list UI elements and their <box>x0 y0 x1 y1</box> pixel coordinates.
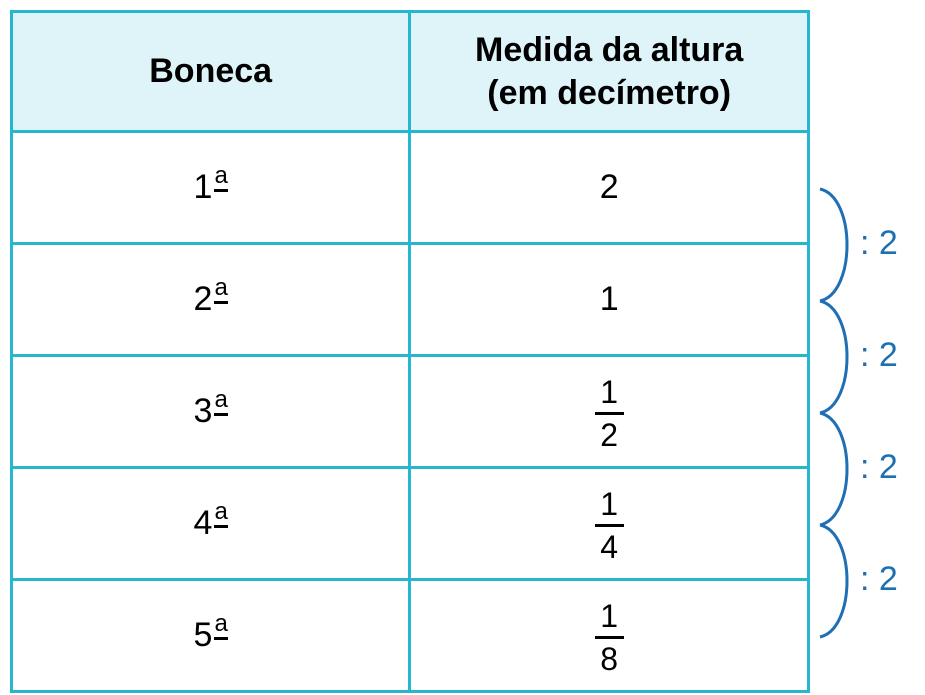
table-row: 2a 1 <box>12 244 809 356</box>
fraction-bar <box>595 412 624 415</box>
cell-boneca: 1a <box>12 132 410 244</box>
value-fraction: 12 <box>595 376 624 451</box>
divide-label: : 2 <box>860 448 898 487</box>
ordinal-number: 4 <box>194 506 213 540</box>
fraction-denominator: 8 <box>600 643 618 675</box>
ordinal-number: 5 <box>194 618 213 652</box>
ordinal: 3a <box>194 394 228 428</box>
fraction-bar <box>595 636 624 639</box>
header-medida-line2: (em decímetro) <box>487 74 731 112</box>
divide-label: : 2 <box>860 560 898 599</box>
fraction-bar <box>595 524 624 527</box>
table-row: 1a 2 <box>12 132 809 244</box>
ordinal-number: 1 <box>194 170 213 204</box>
value-fraction: 14 <box>595 488 624 563</box>
canvas: Boneca Medida da altura (em decímetro) 1… <box>0 0 925 695</box>
fraction-numerator: 1 <box>600 376 618 408</box>
fraction-denominator: 2 <box>600 419 618 451</box>
ordinal: 4a <box>194 506 228 540</box>
cell-boneca: 3a <box>12 356 410 468</box>
value-fraction: 18 <box>595 600 624 675</box>
table-row: 3a12 <box>12 356 809 468</box>
cell-medida: 2 <box>410 132 809 244</box>
header-boneca: Boneca <box>12 12 410 132</box>
cell-medida: 12 <box>410 356 809 468</box>
value-int: 1 <box>600 280 619 318</box>
table-header-row: Boneca Medida da altura (em decímetro) <box>12 12 809 132</box>
table-row: 5a18 <box>12 580 809 692</box>
ordinal-suffix: a <box>214 612 227 640</box>
table-row: 4a14 <box>12 468 809 580</box>
cell-medida: 14 <box>410 468 809 580</box>
fraction-numerator: 1 <box>600 488 618 520</box>
ordinal-suffix: a <box>214 276 227 304</box>
ordinal-suffix: a <box>214 388 227 416</box>
value-int: 2 <box>600 168 619 206</box>
divide-label: : 2 <box>860 224 898 263</box>
cell-medida: 1 <box>410 244 809 356</box>
cell-boneca: 5a <box>12 580 410 692</box>
cell-boneca: 2a <box>12 244 410 356</box>
cell-medida: 18 <box>410 580 809 692</box>
ordinal: 5a <box>194 618 228 652</box>
divide-label: : 2 <box>860 336 898 375</box>
header-boneca-text: Boneca <box>149 52 272 90</box>
fraction-denominator: 4 <box>600 531 618 563</box>
header-medida: Medida da altura (em decímetro) <box>410 12 809 132</box>
ordinal-number: 2 <box>194 282 213 316</box>
ordinal-suffix: a <box>214 500 227 528</box>
fraction-numerator: 1 <box>600 600 618 632</box>
ordinal: 2a <box>194 282 228 316</box>
header-medida-line1: Medida da altura <box>475 31 743 69</box>
ordinal: 1a <box>194 170 228 204</box>
table-body: 1a22a13a124a145a18 <box>12 132 809 692</box>
doll-height-table: Boneca Medida da altura (em decímetro) 1… <box>10 10 810 693</box>
ordinal-suffix: a <box>214 164 227 192</box>
ordinal-number: 3 <box>194 394 213 428</box>
cell-boneca: 4a <box>12 468 410 580</box>
